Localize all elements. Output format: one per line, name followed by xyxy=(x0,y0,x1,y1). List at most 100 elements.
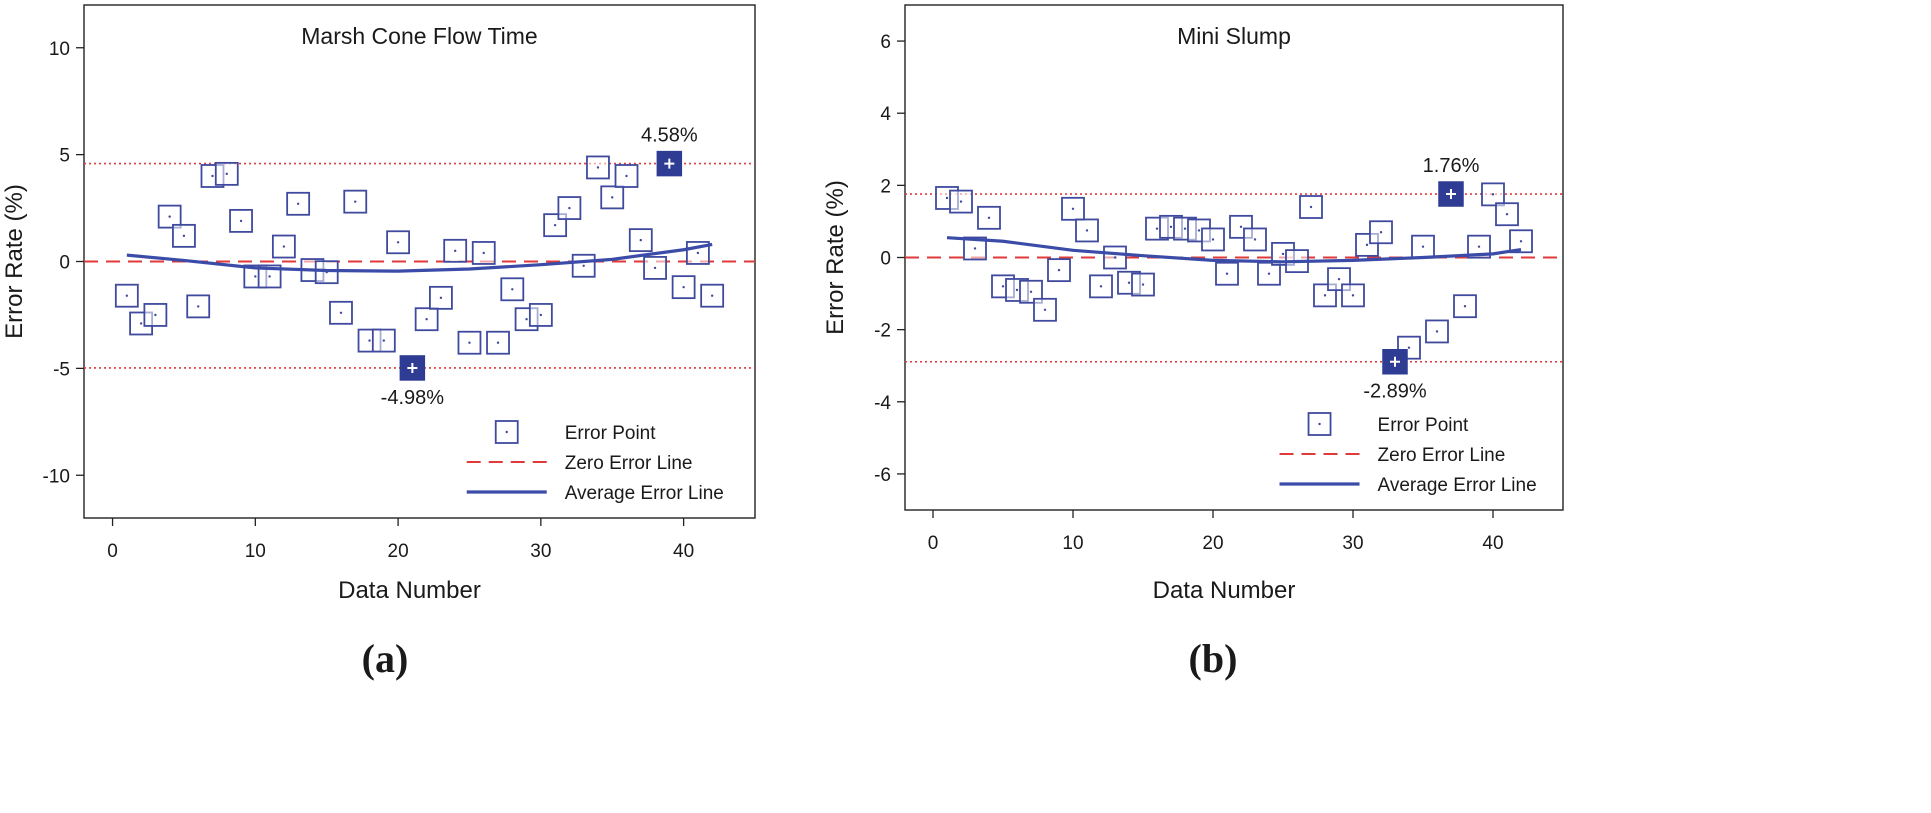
error-point-center xyxy=(282,245,286,248)
max-error-point-cross xyxy=(1446,189,1456,200)
legend-label-average-line: Average Error Line xyxy=(565,483,724,504)
y-tick-label: 2 xyxy=(880,176,891,197)
legend-label-zero-line: Zero Error Line xyxy=(1378,445,1506,466)
error-point-center xyxy=(1169,225,1173,229)
error-point-center xyxy=(1113,256,1117,259)
error-point-center xyxy=(1281,252,1285,256)
chart-title: Marsh Cone Flow Time xyxy=(301,23,537,49)
error-point-center xyxy=(239,219,243,223)
error-point-center xyxy=(396,241,400,244)
error-point-center xyxy=(339,311,343,314)
error-point-center xyxy=(1379,231,1383,234)
error-point-center xyxy=(1463,304,1467,308)
error-point-center xyxy=(973,247,977,250)
error-point-center xyxy=(1351,294,1355,297)
chart-panel-a: 0 10 20 30 40 -10 -5 0 5 10 Data Number Error Rate … xyxy=(1,4,756,681)
error-point-center xyxy=(1099,285,1103,288)
error-point-center xyxy=(1491,193,1495,196)
max-error-point-cross xyxy=(664,158,675,169)
error-point-center xyxy=(1225,272,1229,275)
y-tick-label: -6 xyxy=(874,465,891,486)
error-point-center xyxy=(382,339,386,342)
error-point-center xyxy=(439,296,443,300)
error-point-center xyxy=(653,266,657,270)
error-point-center xyxy=(1337,277,1341,281)
min-error-point-label: -2.89% xyxy=(1363,381,1427,403)
error-point-center xyxy=(368,339,371,342)
y-tick-label: -5 xyxy=(53,359,70,380)
error-point-center xyxy=(945,196,949,200)
error-point-center xyxy=(1407,346,1411,349)
error-point-center xyxy=(611,196,614,199)
max-error-point-label: 1.76% xyxy=(1423,155,1480,177)
error-point-center xyxy=(1323,294,1327,297)
error-point-center xyxy=(1365,243,1369,247)
error-point-center xyxy=(168,215,171,218)
x-tick-label: 20 xyxy=(388,541,409,562)
error-point-center xyxy=(1197,229,1201,232)
x-tick-label: 40 xyxy=(673,541,694,562)
panel-label: (a) xyxy=(362,636,409,681)
error-point-center xyxy=(354,200,357,203)
min-error-point-cross xyxy=(1390,356,1400,367)
error-point-center xyxy=(139,322,143,325)
y-tick-label: -2 xyxy=(874,321,891,342)
panel-label: (b) xyxy=(1189,636,1238,681)
error-point-center xyxy=(1127,281,1131,284)
error-point-center xyxy=(425,318,428,321)
legend: Error Point Zero Error Line Average Error … xyxy=(1279,412,1537,496)
x-tick-label: 30 xyxy=(1342,533,1363,554)
y-tick-label: 4 xyxy=(880,104,891,125)
error-point-center xyxy=(1183,227,1187,230)
error-point-center xyxy=(1155,227,1159,230)
y-axis-label: Error Rate (%) xyxy=(1,184,28,339)
error-point-center xyxy=(496,341,500,344)
error-point-center xyxy=(1211,238,1215,241)
error-point-center xyxy=(254,275,257,278)
error-point-center xyxy=(987,216,991,220)
chart-title: Mini Slump xyxy=(1177,23,1291,49)
error-point-center xyxy=(710,294,714,297)
y-tick-label: 0 xyxy=(880,249,891,270)
error-point-center xyxy=(1421,245,1425,248)
max-error-point-label: 4.58% xyxy=(641,125,698,147)
error-point-center xyxy=(197,305,200,308)
legend-error-point-dot xyxy=(1318,422,1321,426)
error-point-center xyxy=(1519,240,1523,243)
legend-error-point-dot xyxy=(505,430,508,434)
error-point-center xyxy=(1239,225,1243,229)
error-point-center xyxy=(959,200,963,203)
x-tick-label: 0 xyxy=(928,533,939,554)
min-error-point-cross xyxy=(407,362,418,373)
error-point-center xyxy=(625,174,628,178)
min-error-point-label: -4.98% xyxy=(381,387,445,409)
error-point-center xyxy=(1435,330,1439,333)
error-point-center xyxy=(1309,205,1313,209)
error-point-center xyxy=(639,238,642,242)
x-axis-label: Data Number xyxy=(338,577,481,604)
y-tick-label: -10 xyxy=(43,466,70,487)
y-tick-label: 0 xyxy=(59,253,70,274)
error-point-center xyxy=(296,202,300,205)
error-point-center xyxy=(1253,238,1257,241)
error-point-center xyxy=(468,341,471,344)
error-point-center xyxy=(154,313,157,317)
error-point-center xyxy=(1085,229,1089,232)
x-axis-label: Data Number xyxy=(1153,577,1296,604)
y-tick-label: 6 xyxy=(880,32,891,53)
error-point-center xyxy=(568,206,571,210)
error-point-center xyxy=(596,166,600,169)
error-point-center xyxy=(1071,207,1075,211)
error-point-center xyxy=(539,313,543,317)
x-tick-label: 20 xyxy=(1202,533,1223,554)
legend-label-error-point: Error Point xyxy=(1378,415,1470,436)
error-point-center xyxy=(211,174,214,178)
average-error-line xyxy=(126,242,713,273)
error-point-center xyxy=(1015,288,1019,292)
y-tick-label: 10 xyxy=(49,39,70,60)
error-point-center xyxy=(1267,272,1271,275)
y-tick-label: 5 xyxy=(59,146,70,167)
error-point-center xyxy=(553,223,557,227)
